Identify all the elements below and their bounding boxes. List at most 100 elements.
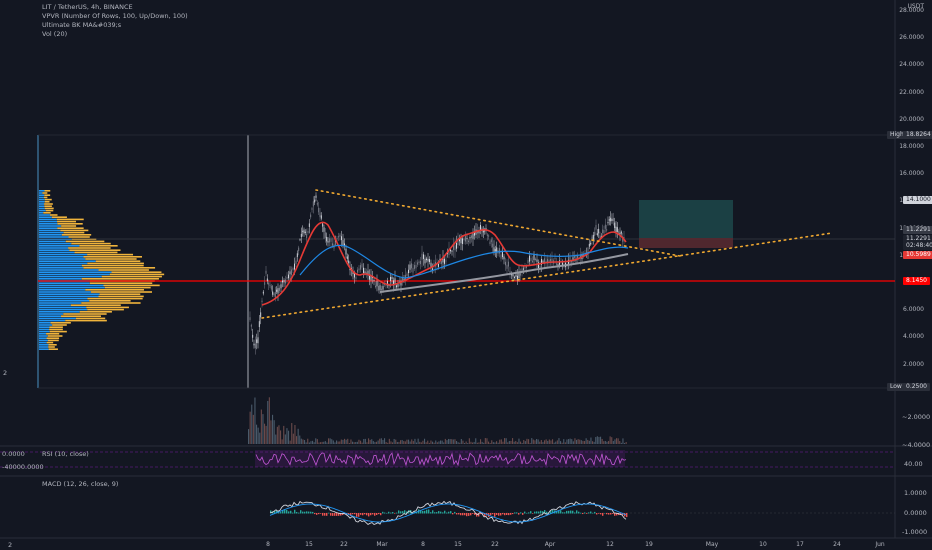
vpvr-down-bar xyxy=(71,242,111,245)
volume-bar xyxy=(624,442,626,444)
macd-hist-bar xyxy=(540,510,542,514)
candle-body xyxy=(500,254,502,259)
macd-hist-bar xyxy=(508,513,510,516)
candle-body xyxy=(423,254,424,259)
volume-bar xyxy=(348,442,350,444)
long-position-target-zone xyxy=(639,200,733,238)
vpvr-down-bar xyxy=(46,341,54,344)
volume-bar xyxy=(294,424,296,444)
macd-hist-bar xyxy=(492,513,494,515)
vpvr-up-bar xyxy=(39,242,72,245)
volume-bar xyxy=(512,438,514,444)
vpvr-up-bar xyxy=(39,260,96,262)
volume-bar xyxy=(305,442,307,444)
indicator-volume[interactable]: Vol (20) xyxy=(42,30,68,38)
macd-hist-bar xyxy=(542,511,544,514)
macd-label[interactable]: MACD (12, 26, close, 9) xyxy=(42,480,119,488)
vpvr-down-bar xyxy=(50,322,71,324)
candle-body xyxy=(339,234,341,237)
vpvr-down-bar xyxy=(87,262,144,265)
candle-body xyxy=(289,271,291,275)
volume-bar xyxy=(393,438,395,444)
volume-bar xyxy=(323,441,325,444)
time-axis-label: 24 xyxy=(833,541,841,548)
vpvr-up-bar xyxy=(39,231,64,234)
vpvr-down-bar xyxy=(83,256,143,258)
macd-hist-bar xyxy=(590,511,592,514)
volume-bar xyxy=(286,428,288,444)
candle-body xyxy=(463,238,465,241)
volume-bar xyxy=(489,442,491,444)
macd-hist-bar xyxy=(466,513,468,517)
support-price-tag: 8.1450 xyxy=(903,277,930,285)
candle-body xyxy=(580,254,581,259)
candle-body xyxy=(282,280,283,283)
candle-body xyxy=(357,269,358,273)
candle-body xyxy=(320,215,322,219)
candle-body xyxy=(295,260,297,264)
indicator-vpvr[interactable]: VPVR (Number Of Rows, 100, Up/Down, 100) xyxy=(42,12,188,20)
vpvr-up-bar xyxy=(39,282,90,284)
volume-bar xyxy=(508,440,510,444)
candle-body xyxy=(285,279,286,284)
vpvr-down-bar xyxy=(87,297,143,300)
candle-body xyxy=(486,234,488,236)
vpvr-up-bar xyxy=(39,339,48,342)
macd-hist-bar xyxy=(588,512,590,514)
vpvr-down-bar xyxy=(86,306,129,309)
candle-body xyxy=(364,271,366,274)
candle-body xyxy=(414,265,415,269)
vpvr-down-bar xyxy=(89,300,131,302)
candle-body xyxy=(291,269,292,275)
candle-body xyxy=(472,233,474,239)
macd-hist-bar xyxy=(516,512,518,514)
indicator-ma[interactable]: Ultimate BK MA&#039;s xyxy=(42,21,122,29)
ma-blue xyxy=(299,244,629,279)
volume-bar xyxy=(608,441,610,444)
candle-body xyxy=(406,273,408,276)
candle-body xyxy=(358,268,360,271)
candle-body xyxy=(253,343,255,346)
macd-hist-bar xyxy=(454,511,456,514)
time-axis-label: 8 xyxy=(421,541,425,548)
candle-body xyxy=(514,276,515,279)
candle-body xyxy=(502,252,503,258)
macd-hist-bar xyxy=(524,511,526,514)
vpvr-down-bar xyxy=(44,201,50,203)
vpvr-up-bar xyxy=(39,234,62,236)
candle-body xyxy=(379,285,381,291)
candle-body xyxy=(465,236,466,242)
macd-hist-bar xyxy=(274,510,276,514)
candle-body xyxy=(276,289,278,292)
candle-body xyxy=(482,229,484,233)
vpvr-up-bar xyxy=(39,348,49,350)
macd-hist-bar xyxy=(474,513,476,515)
candle-body xyxy=(518,272,520,279)
volume-bar xyxy=(492,442,494,444)
candle-body xyxy=(294,263,295,270)
vpvr-down-bar xyxy=(48,344,57,346)
volume-bar xyxy=(438,441,440,444)
volume-bar xyxy=(515,440,517,444)
volume-bar xyxy=(532,439,534,444)
vpvr-up-bar xyxy=(39,225,62,227)
rsi-label[interactable]: RSI (10, close) xyxy=(42,450,89,458)
vpvr-down-bar xyxy=(91,291,153,293)
volume-bar xyxy=(547,440,549,444)
macd-hist-bar xyxy=(472,513,474,514)
volume-bar xyxy=(281,439,283,444)
candle-body xyxy=(615,226,617,233)
macd-hist-bar xyxy=(320,513,322,514)
volume-bar xyxy=(313,442,315,444)
macd-hist-bar xyxy=(482,513,484,515)
volume-bar xyxy=(436,442,438,444)
volume-bar xyxy=(412,441,414,444)
symbol-title[interactable]: LIT / TetherUS, 4h, BINANCE xyxy=(42,3,133,11)
macd-hist-bar xyxy=(464,513,466,516)
volume-histogram xyxy=(248,397,627,444)
vpvr-up-bar xyxy=(39,273,110,276)
candle-body xyxy=(460,237,462,244)
vpvr-down-bar xyxy=(43,212,51,214)
